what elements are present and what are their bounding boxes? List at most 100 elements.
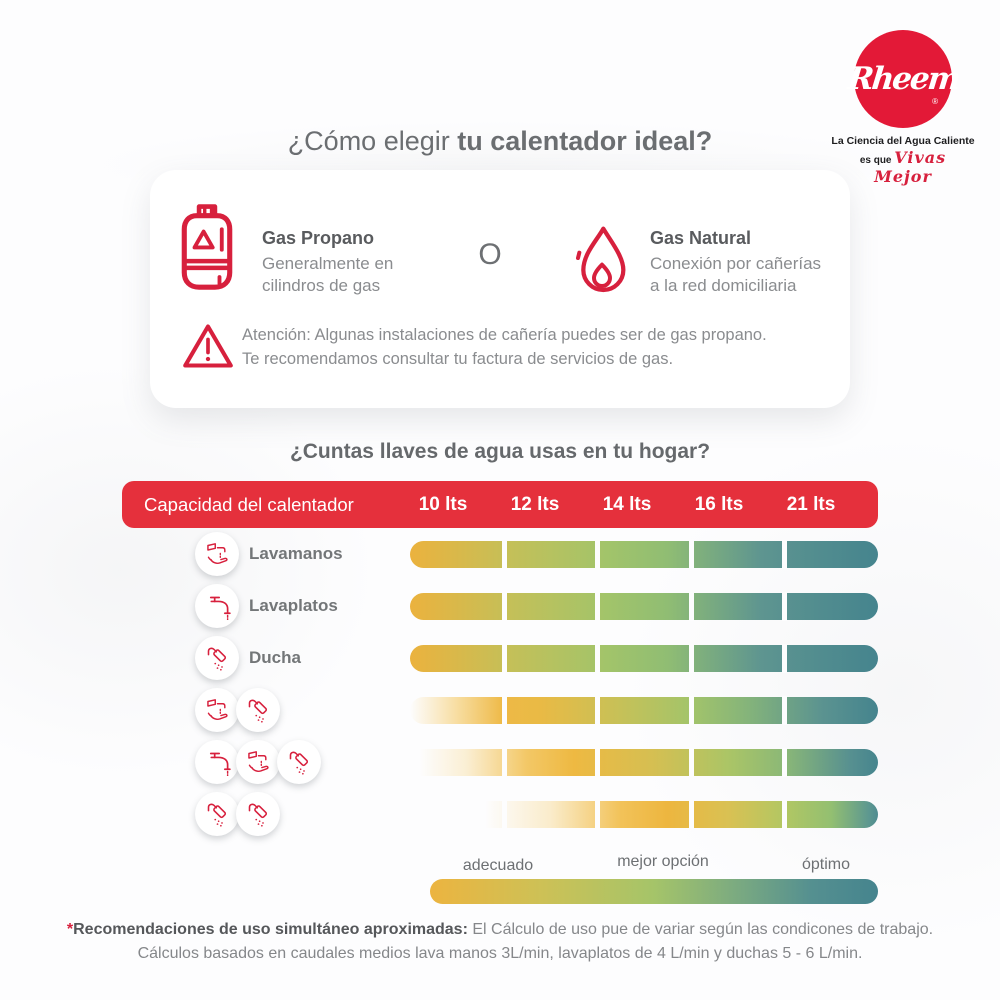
handwash-icon: [204, 541, 231, 568]
suitability-bar: [410, 540, 878, 569]
gas-propano-title: Gas Propano: [262, 228, 375, 248]
gas-natural-desc-line2: a la red domiciliaria: [650, 276, 797, 295]
bar-gap: [595, 696, 601, 725]
gas-type-card: Gas Propano Generalmente en cilindros de…: [150, 170, 850, 408]
propane-tank-icon: [168, 202, 246, 302]
bar-gap: [782, 592, 788, 621]
flame-icon: [570, 222, 634, 302]
page-title-bold: tu calentador ideal?: [457, 126, 713, 156]
warning-text: Atención: Algunas instalaciones de cañer…: [242, 323, 767, 371]
legend-gradient-bar: [430, 879, 878, 904]
usage-row-ducha-ducha: [122, 788, 878, 840]
bar-gap: [501, 540, 507, 569]
bar-gap: [782, 800, 788, 829]
usage-row-lavaplatos-lavamanos-ducha: [122, 736, 878, 788]
icon-badge: [236, 792, 280, 836]
suitability-bar: [410, 696, 878, 725]
suitability-bar: [410, 644, 878, 673]
gas-natural-title: Gas Natural: [650, 228, 752, 248]
bar-gap: [595, 644, 601, 673]
bar-gap: [688, 748, 694, 777]
shower-icon: [245, 697, 272, 724]
gas-propano-desc-line1: Generalmente en: [262, 254, 394, 273]
warning-text-line1: Atención: Algunas instalaciones de cañer…: [242, 326, 767, 344]
bar-gap: [782, 696, 788, 725]
page-title-regular: ¿Cómo elegir: [287, 126, 458, 156]
bar-gap: [688, 696, 694, 725]
capacity-column-12: 12 lts: [510, 494, 560, 515]
handwash-icon: [245, 749, 272, 776]
icon-badge: [195, 688, 239, 732]
legend-label-optimo: óptimo: [801, 856, 851, 873]
bar-gap: [595, 748, 601, 777]
bar-gap: [782, 644, 788, 673]
gas-natural-block: Gas Natural Conexión por cañerías a la r…: [650, 228, 821, 297]
usage-rows: Lavamanos Lavaplatos Ducha: [122, 528, 878, 840]
bar-gap: [501, 696, 507, 725]
rheem-brand-text: Rheem: [845, 61, 961, 97]
legend-label-adecuado: adecuado: [462, 857, 534, 874]
capacity-header-label: Capacidad del calentador: [144, 494, 354, 515]
warning-triangle-icon: [182, 322, 234, 370]
logo-tagline-2: es que Vivas Mejor: [828, 148, 978, 186]
gas-propano-desc-line2: cilindros de gas: [262, 276, 381, 295]
icon-badge: [277, 740, 321, 784]
capacity-columns: 10 lts 12 lts 14 lts 16 lts 21 lts: [397, 481, 857, 528]
icon-badge: [195, 636, 239, 680]
gas-natural-desc-line1: Conexión por cañerías: [650, 254, 822, 273]
section-title: ¿Cuntas llaves de agua usas en tu hogar?: [289, 440, 711, 463]
shower-icon: [245, 801, 272, 828]
bar-gap: [501, 748, 507, 777]
row-label: Lavamanos: [249, 544, 343, 563]
capacity-column-14: 14 lts: [602, 494, 652, 515]
row-label: Ducha: [249, 648, 301, 667]
usage-row-lavamanos-ducha: [122, 684, 878, 736]
icon-badge: [195, 740, 239, 784]
icon-badge: [195, 584, 239, 628]
icon-badge: [236, 740, 280, 784]
gas-propano-desc: Generalmente en cilindros de gas: [262, 253, 393, 297]
capacity-header-bar: Capacidad del calentador 10 lts 12 lts 1…: [122, 481, 878, 528]
logo-tagline-2-prefix: es que: [859, 155, 892, 166]
gas-natural-desc: Conexión por cañerías a la red domicilia…: [650, 253, 821, 297]
usage-row-lavaplatos: Lavaplatos: [122, 580, 878, 632]
handwash-icon: [204, 697, 231, 724]
gas-propano-block: Gas Propano Generalmente en cilindros de…: [262, 228, 393, 297]
shower-icon: [286, 749, 313, 776]
usage-row-ducha: Ducha: [122, 632, 878, 684]
faucet-icon: [204, 749, 231, 776]
bar-gap: [688, 644, 694, 673]
icon-badge: [195, 792, 239, 836]
bar-gap: [688, 540, 694, 569]
bar-gap: [501, 592, 507, 621]
bar-gap: [782, 540, 788, 569]
capacity-column-21: 21 lts: [786, 494, 836, 515]
bar-gap: [595, 800, 601, 829]
bar-gap: [688, 800, 694, 829]
or-separator: O: [478, 238, 502, 271]
faucet-icon: [204, 593, 231, 620]
bar-gap: [501, 800, 507, 829]
footnote-bold: Recomendaciones de uso simultáneo aproxi…: [73, 921, 468, 938]
bar-gap: [501, 644, 507, 673]
footnote-asterisk: *: [66, 921, 74, 938]
shower-icon: [204, 801, 231, 828]
row-label: Lavaplatos: [249, 596, 338, 615]
rheem-logo: Rheem ® La Ciencia del Agua Caliente es …: [828, 30, 978, 186]
suitability-bar: [410, 800, 878, 829]
suitability-bar: [410, 592, 878, 621]
legend-label-mejor-opcion: mejor opción: [617, 853, 709, 870]
shower-icon: [204, 645, 231, 672]
capacity-column-10: 10 lts: [418, 494, 468, 515]
warning-text-line2: Te recomendamos consultar tu factura de …: [242, 350, 674, 368]
registered-mark: ®: [932, 97, 938, 106]
bar-gap: [595, 592, 601, 621]
rheem-logo-icon: Rheem ®: [846, 30, 960, 128]
bar-gap: [688, 592, 694, 621]
capacity-column-16: 16 lts: [694, 494, 744, 515]
logo-tagline-2-script: Vivas Mejor: [874, 148, 947, 186]
bar-gap: [782, 748, 788, 777]
suitability-bar: [410, 748, 878, 777]
icon-badge: [195, 532, 239, 576]
